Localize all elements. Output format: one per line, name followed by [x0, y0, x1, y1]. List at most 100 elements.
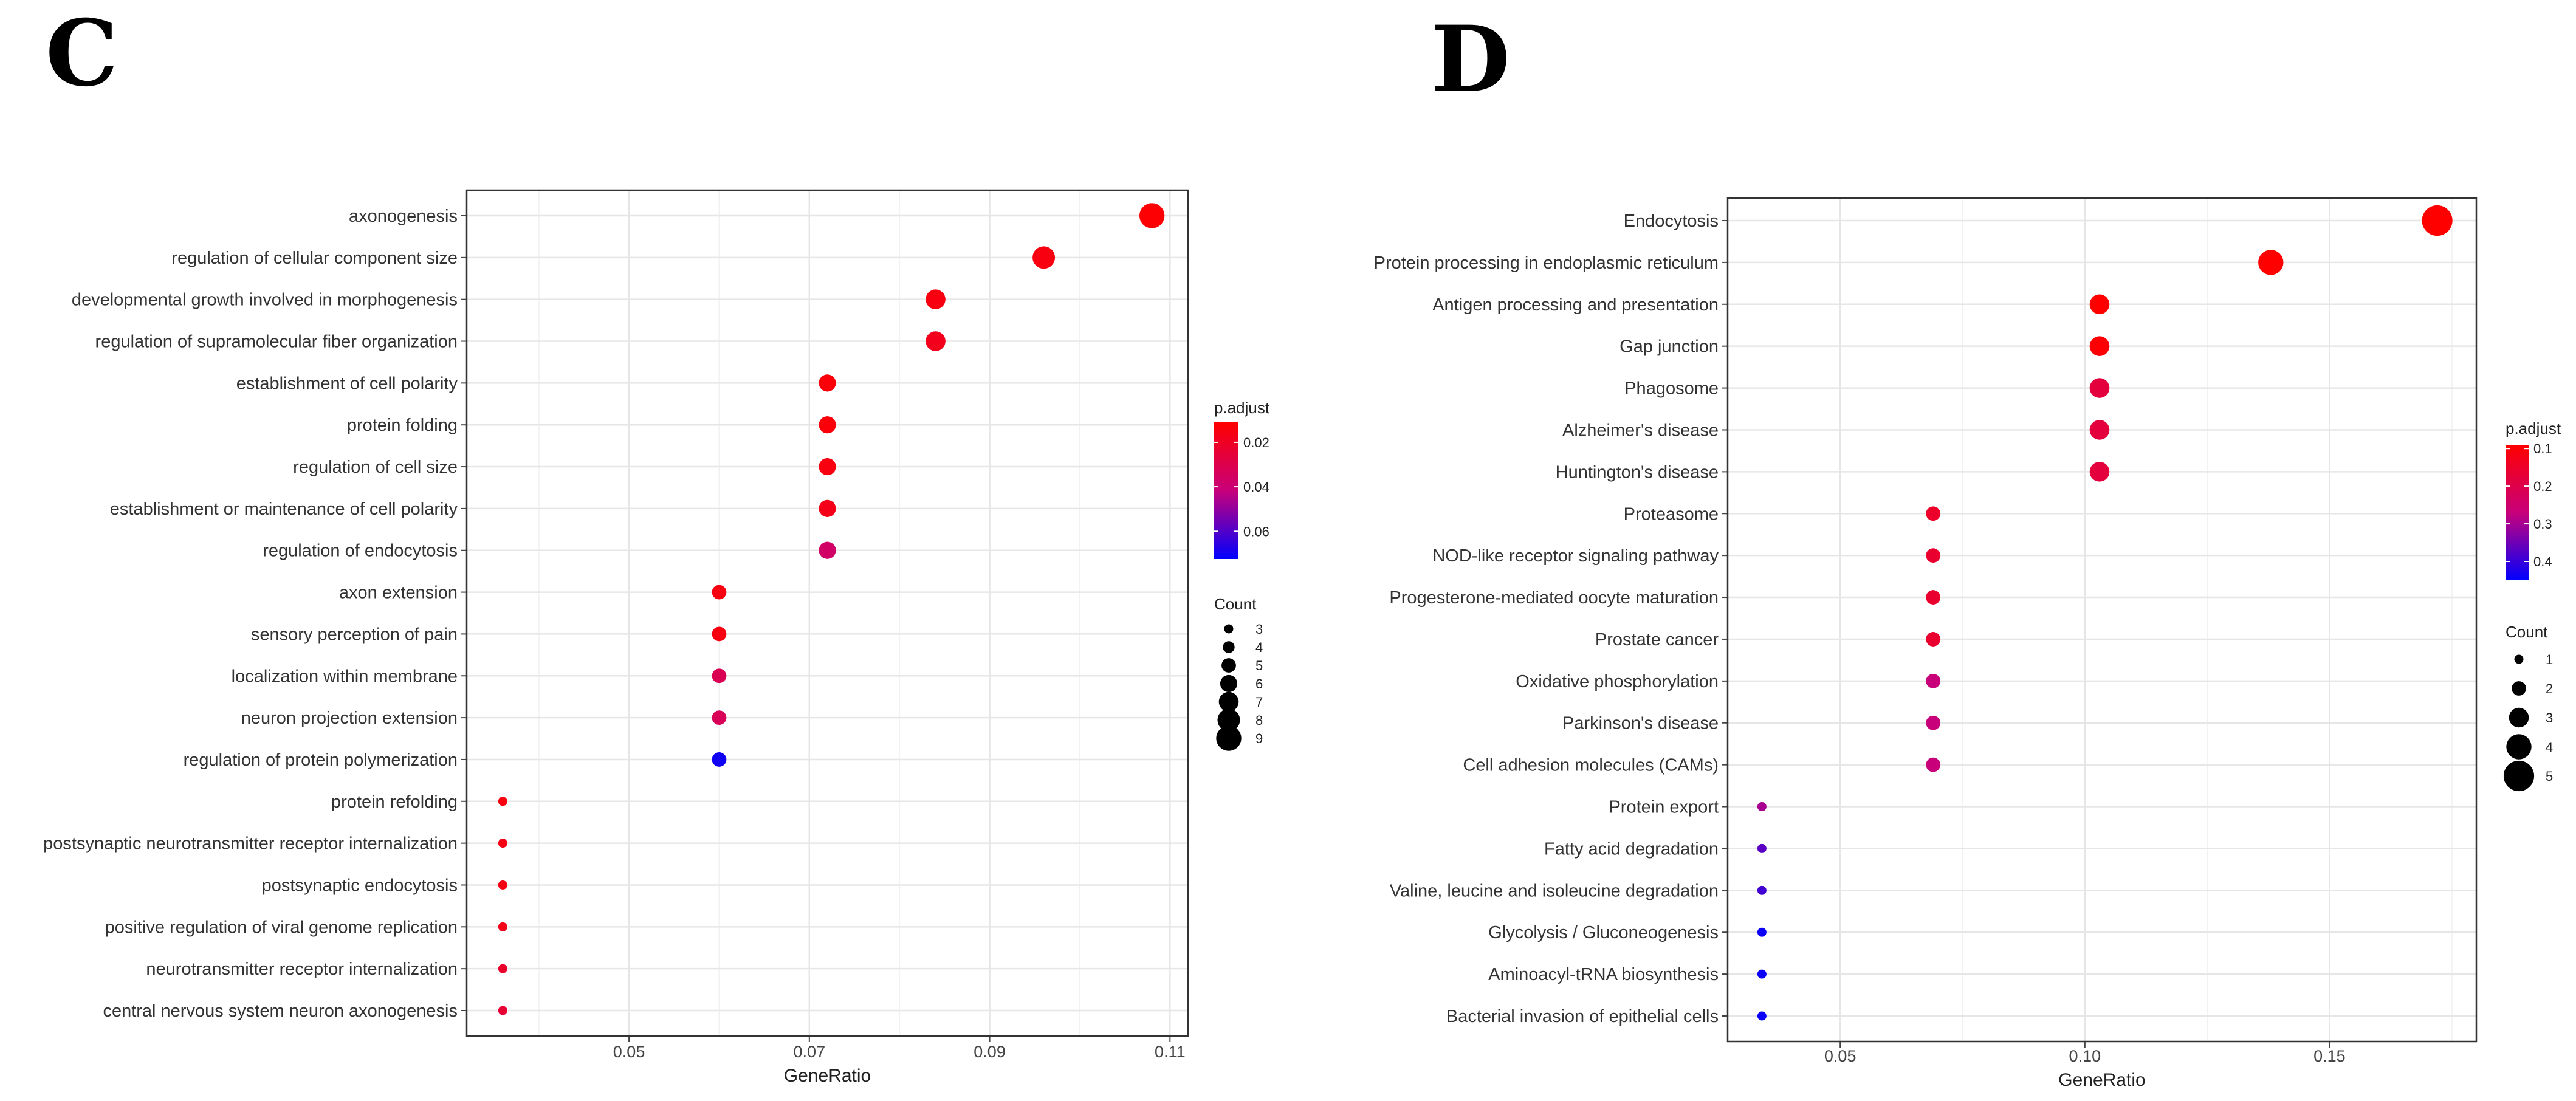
- data-point: [2089, 462, 2110, 482]
- data-point: [712, 752, 727, 767]
- data-point: [819, 499, 836, 517]
- size-legend-title: Count: [1214, 595, 1257, 613]
- color-legend-tick-label: 0.3: [2533, 516, 2552, 532]
- term-label: establishment or maintenance of cell pol…: [110, 499, 458, 519]
- x-tick-label: 0.05: [1824, 1047, 1856, 1065]
- data-point: [1757, 843, 1767, 853]
- size-legend-dot: [1220, 674, 1238, 693]
- plot-background: [467, 190, 1188, 1036]
- term-label: Prostate cancer: [1595, 630, 1719, 650]
- data-point: [1926, 673, 1941, 688]
- color-legend-tick-label: 0.2: [2533, 479, 2552, 494]
- size-legend-dot: [1218, 691, 1239, 712]
- term-label: positive regulation of viral genome repl…: [105, 918, 458, 937]
- x-tick-label: 0.10: [2069, 1047, 2101, 1065]
- data-point: [926, 331, 946, 351]
- color-legend-tick-label: 0.02: [1243, 435, 1269, 450]
- size-legend-title: Count: [2506, 623, 2548, 641]
- data-point: [498, 839, 507, 848]
- data-point: [1757, 885, 1767, 895]
- data-point: [1139, 203, 1165, 228]
- data-point: [2422, 205, 2453, 236]
- data-point: [819, 458, 836, 476]
- term-label: protein refolding: [331, 792, 458, 812]
- term-label: Alzheimer's disease: [1562, 420, 1719, 440]
- data-point: [2258, 250, 2284, 275]
- size-legend-label: 8: [1255, 713, 1263, 728]
- x-tick-label: 0.11: [1155, 1043, 1186, 1061]
- data-point: [1926, 548, 1941, 563]
- data-point: [2089, 294, 2110, 315]
- term-label: postsynaptic endocytosis: [262, 876, 458, 895]
- size-legend-dot: [2509, 707, 2529, 728]
- term-label: NOD-like receptor signaling pathway: [1432, 546, 1719, 566]
- term-label: Phagosome: [1624, 379, 1719, 399]
- term-label: developmental growth involved in morphog…: [72, 290, 458, 310]
- size-legend-dot: [2512, 681, 2526, 696]
- term-label: Aminoacyl-tRNA biosynthesis: [1488, 965, 1719, 984]
- size-legend-label: 4: [1255, 640, 1263, 655]
- data-point: [498, 922, 507, 931]
- term-label: central nervous system neuron axonogenes…: [103, 1001, 458, 1021]
- term-label: Parkinson's disease: [1562, 714, 1719, 733]
- data-point: [2089, 336, 2110, 356]
- color-legend-bar: [2506, 445, 2529, 580]
- term-label: Huntington's disease: [1556, 462, 1719, 482]
- color-legend-tick-label: 0.06: [1243, 524, 1269, 539]
- term-label: regulation of supramolecular fiber organ…: [95, 332, 458, 352]
- term-label: regulation of protein polymerization: [184, 750, 458, 770]
- size-legend-label: 2: [2546, 681, 2553, 696]
- data-point: [498, 964, 507, 973]
- data-point: [498, 1006, 507, 1015]
- size-legend-dot: [1221, 658, 1236, 673]
- data-point: [1757, 802, 1767, 812]
- size-legend-dot: [1216, 725, 1242, 751]
- data-point: [712, 585, 727, 600]
- term-label: neurotransmitter receptor internalizatio…: [146, 959, 458, 979]
- term-label: postsynaptic neurotransmitter receptor i…: [43, 834, 458, 854]
- data-point: [1926, 715, 1941, 730]
- color-legend-bar: [1214, 422, 1238, 559]
- dotplot-panel-c: 0.05 0.07 0.09 0.11 axonogenesis regulation o…: [43, 189, 1270, 1086]
- term-label: Gap junction: [1619, 337, 1719, 357]
- term-label: Cell adhesion molecules (CAMs): [1463, 756, 1719, 775]
- data-point: [498, 880, 507, 890]
- term-label: axonogenesis: [349, 207, 458, 226]
- data-point: [819, 374, 836, 392]
- data-point: [1926, 757, 1941, 772]
- size-legend-label: 5: [2546, 769, 2553, 784]
- x-axis-title: GeneRatio: [2058, 1070, 2145, 1090]
- size-legend-label: 6: [1255, 676, 1263, 691]
- data-point: [712, 668, 727, 684]
- term-label: establishment of cell polarity: [236, 374, 458, 393]
- data-point: [1757, 927, 1767, 937]
- size-legend-label: 7: [1255, 695, 1263, 710]
- term-label: Valine, leucine and isoleucine degradati…: [1390, 881, 1719, 900]
- size-legend-dot: [1224, 624, 1234, 634]
- data-point: [2089, 378, 2110, 398]
- data-point: [1757, 969, 1767, 979]
- x-tick-label: 0.07: [794, 1043, 826, 1061]
- term-label: sensory perception of pain: [251, 625, 458, 644]
- panel-label-c: C: [46, 0, 118, 107]
- size-legend-label: 9: [1255, 731, 1263, 746]
- color-legend-title: p.adjust: [2506, 419, 2561, 437]
- term-label: localization within membrane: [232, 667, 458, 686]
- term-label: axon extension: [339, 583, 458, 603]
- size-legend-dot: [1217, 708, 1240, 732]
- term-label: neuron projection extension: [241, 708, 458, 728]
- size-legend-dot: [2506, 734, 2532, 760]
- color-legend-tick-label: 0.1: [2533, 441, 2552, 456]
- x-tick-label: 0.05: [613, 1043, 645, 1061]
- color-legend-title: p.adjust: [1214, 399, 1270, 417]
- size-legend-label: 5: [1255, 658, 1263, 673]
- data-point: [1926, 590, 1941, 605]
- term-label: protein folding: [347, 416, 458, 435]
- size-legend-dot: [1223, 641, 1235, 653]
- data-point: [926, 289, 946, 309]
- term-label: Fatty acid degradation: [1544, 839, 1719, 859]
- term-label: regulation of cellular component size: [171, 249, 458, 268]
- plot-border: [1726, 197, 2478, 1043]
- data-point: [1926, 506, 1941, 521]
